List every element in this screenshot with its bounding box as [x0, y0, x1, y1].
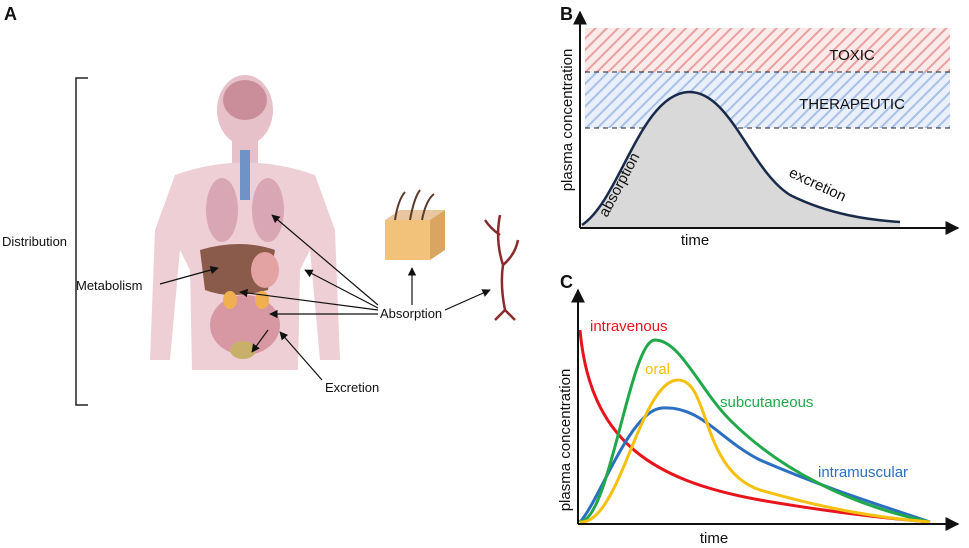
label: Excretion: [325, 380, 379, 395]
route-curves: [578, 329, 931, 524]
zone-label: TOXIC: [829, 47, 875, 64]
label: Metabolism: [76, 278, 142, 293]
zone-label: THERAPEUTIC: [799, 96, 905, 113]
toxic-zone: [585, 28, 950, 72]
route-label: intravenous: [590, 318, 668, 335]
vessel-illustration: [483, 214, 520, 321]
arrows: [159, 214, 491, 381]
curve-intramuscular: [578, 406, 931, 524]
curve-oral: [579, 378, 931, 524]
label: Absorption: [380, 306, 442, 321]
route-label: oral: [645, 361, 670, 378]
route-label: subcutaneous: [720, 394, 813, 411]
curve-subcutaneous: [579, 338, 931, 524]
y-axis-label: plasma concentration: [557, 369, 574, 512]
axes: [571, 288, 960, 531]
bracket: [75, 77, 88, 406]
panel-letter: C: [560, 272, 573, 292]
panel-letter: B: [560, 4, 573, 24]
y-axis-label: plasma concentration: [559, 49, 576, 192]
x-axis-label: time: [681, 232, 709, 249]
axes: [573, 10, 960, 235]
curve-intravenous: [578, 329, 931, 524]
panel-letter: A: [4, 4, 17, 24]
route-label: intramuscular: [818, 464, 908, 481]
skin-illustration: [385, 189, 445, 260]
concentration-curve: [581, 90, 901, 227]
x-axis-label: time: [700, 530, 728, 547]
curve-fill: [582, 91, 900, 228]
label: Distribution: [2, 234, 67, 249]
body-illustration: [150, 75, 340, 370]
therapeutic-zone: [585, 72, 950, 128]
